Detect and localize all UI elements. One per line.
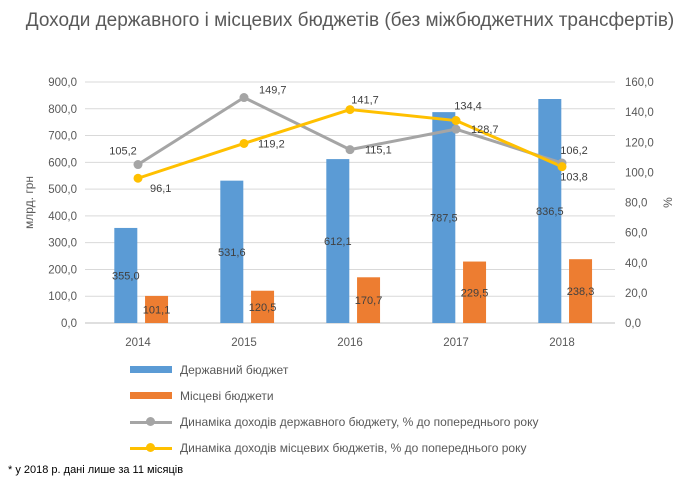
bar	[357, 277, 381, 323]
bar	[569, 259, 593, 323]
line-data-label: 96,1	[150, 183, 171, 195]
x-tick-label: 2014	[125, 337, 151, 349]
x-tick-label: 2017	[443, 337, 469, 349]
legend: Державний бюджет Місцеві бюджети Динамік…	[130, 360, 538, 464]
y2-tick-label: 120,0	[625, 137, 654, 149]
line-data-label: 103,8	[560, 172, 588, 184]
line-point	[239, 138, 249, 148]
legend-label: Динаміка доходів місцевих бюджетів, % до…	[180, 440, 527, 455]
y2-tick-label: 100,0	[625, 167, 654, 179]
bar-data-label: 787,5	[430, 213, 458, 225]
legend-item-state-dynamics: Динаміка доходів державного бюджету, % д…	[130, 412, 538, 431]
line-data-label: 105,2	[109, 146, 137, 158]
x-tick-label: 2018	[549, 337, 575, 349]
y-tick-label: 700,0	[48, 131, 77, 143]
bar-data-label: 612,1	[324, 236, 352, 248]
bar	[326, 159, 350, 323]
x-tick-label: 2015	[231, 337, 257, 349]
line-data-label: 134,4	[454, 101, 482, 113]
bar-data-label: 238,3	[567, 286, 595, 298]
bar	[145, 295, 169, 323]
y-tick-label: 300,0	[48, 238, 77, 250]
y-tick-label: 400,0	[48, 211, 77, 223]
y2-tick-label: 160,0	[625, 77, 654, 89]
line-data-label: 106,2	[560, 145, 588, 157]
line-point	[345, 105, 355, 115]
x-tick-label: 2016	[337, 337, 363, 349]
y-tick-label: 0,0	[61, 318, 77, 330]
bar	[538, 99, 562, 323]
legend-item-local-dynamics: Динаміка доходів місцевих бюджетів, % до…	[130, 438, 538, 457]
legend-label: Місцеві бюджети	[180, 388, 274, 403]
y2-tick-label: 40,0	[625, 258, 647, 270]
bar	[220, 180, 244, 323]
line-data-label: 141,7	[351, 95, 379, 107]
line-data-label: 128,7	[471, 124, 499, 136]
line-point	[345, 145, 355, 155]
legend-swatch-state-budget	[130, 366, 172, 373]
bar-data-label: 355,0	[112, 270, 140, 282]
bar	[114, 227, 138, 323]
bar-data-label: 101,1	[143, 304, 171, 316]
y2-axis-title: %	[661, 197, 675, 208]
legend-swatch-local-dynamics	[130, 442, 172, 454]
y-axis-title: млрд. грн	[22, 176, 36, 229]
y-tick-label: 600,0	[48, 157, 77, 169]
y2-tick-label: 140,0	[625, 107, 654, 119]
legend-swatch-state-dynamics	[130, 416, 172, 428]
line-point	[557, 162, 567, 172]
y2-tick-label: 60,0	[625, 228, 647, 240]
line-data-label: 115,1	[365, 145, 392, 157]
legend-label: Динаміка доходів державного бюджету, % д…	[180, 414, 539, 429]
bar-data-label: 170,7	[355, 295, 383, 307]
legend-swatch-local-budgets	[130, 392, 172, 399]
y2-tick-label: 80,0	[625, 198, 647, 210]
legend-item-local-budgets: Місцеві бюджети	[130, 386, 538, 405]
legend-label: Державний бюджет	[180, 362, 289, 377]
y-tick-label: 800,0	[48, 104, 77, 116]
footnote: * у 2018 р. дані лише за 11 місяців	[8, 464, 184, 476]
line-point	[451, 124, 461, 134]
y-tick-label: 900,0	[48, 77, 77, 89]
line-data-label: 119,2	[258, 138, 285, 150]
bar-data-label: 120,5	[249, 302, 277, 314]
bar-data-label: 229,5	[461, 287, 489, 299]
y-tick-label: 200,0	[48, 264, 77, 276]
line-point	[133, 173, 143, 183]
y-tick-label: 500,0	[48, 184, 77, 196]
legend-item-state-budget: Державний бюджет	[130, 360, 538, 379]
line-point	[133, 160, 143, 170]
bar	[463, 261, 487, 323]
y2-tick-label: 20,0	[625, 288, 647, 300]
line-point	[239, 93, 249, 103]
line-point	[451, 116, 461, 126]
bar-data-label: 531,6	[218, 247, 246, 259]
chart-title: Доходи державного і місцевих бюджетів (б…	[25, 10, 675, 31]
y2-tick-label: 0,0	[625, 318, 641, 330]
y-tick-label: 100,0	[48, 291, 77, 303]
bar	[251, 290, 275, 323]
bar-data-label: 836,5	[536, 206, 564, 218]
bar	[432, 112, 456, 323]
line-data-label: 149,7	[259, 85, 287, 97]
